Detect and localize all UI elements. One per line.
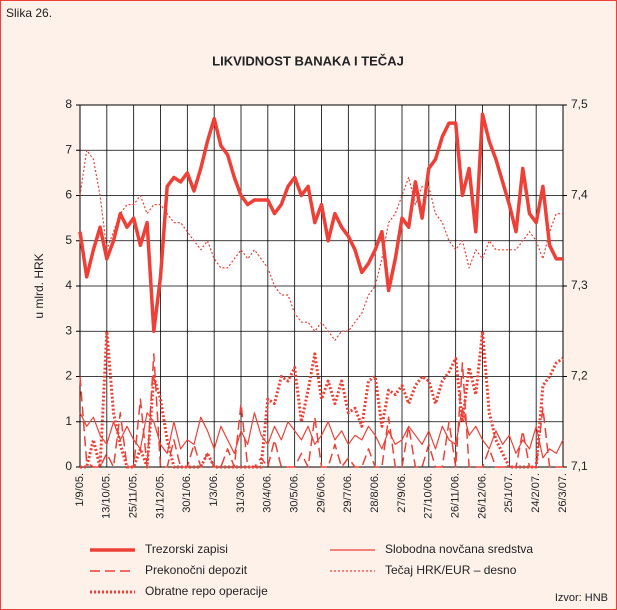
- x-tick-label: 27/9/06.: [396, 473, 408, 513]
- legend-label: Slobodna novčana sredstva: [385, 542, 533, 556]
- x-tick-label: 1/3/06.: [208, 473, 220, 507]
- y-tick-label: 6: [65, 188, 72, 202]
- legend-label: Obratne repo operacije: [145, 584, 268, 598]
- x-tick-label: 27/10/06.: [423, 473, 435, 519]
- y2-tick-label: 7,4: [571, 188, 588, 202]
- series-line: [79, 407, 564, 459]
- x-tick-label: 29/6/06.: [315, 473, 327, 513]
- x-tick-label: 29/7/06.: [342, 473, 354, 513]
- legend-label: Trezorski zapisi: [145, 542, 228, 556]
- y2-tick-label: 7,2: [571, 369, 588, 383]
- y-tick-label: 0: [65, 459, 72, 473]
- x-tick-label: 30/4/06.: [262, 473, 274, 513]
- series-line: [78, 112, 563, 334]
- x-tick-label: 30/5/06.: [289, 473, 301, 513]
- legend-label: Tečaj HRK/EUR – desno: [385, 563, 517, 577]
- x-tick-label: 26/12/06.: [476, 473, 488, 519]
- y2-tick-label: 7,5: [571, 97, 588, 111]
- y-tick-label: 3: [65, 323, 72, 337]
- y-tick-label: 5: [65, 233, 72, 247]
- y2-tick-label: 7,3: [571, 278, 588, 292]
- y-tick-label: 2: [65, 369, 72, 383]
- y-tick-label: 7: [65, 142, 72, 156]
- x-tick-label: 25/11/05.: [128, 473, 140, 518]
- series-line: [79, 149, 563, 341]
- y-axis-label: u mlrd. HRK: [32, 253, 46, 318]
- y-tick-label: 4: [65, 278, 72, 292]
- x-tick-label: 31/12/05.: [154, 473, 166, 519]
- x-tick-label: 13/10/05.: [101, 473, 113, 519]
- figure-label: Slika 26.: [6, 6, 52, 20]
- x-tick-label: 26/11/06.: [450, 473, 462, 518]
- y2-tick-label: 7,1: [571, 459, 588, 473]
- series-line: [79, 353, 563, 468]
- x-tick-label: 26/3/07.: [557, 473, 569, 513]
- chart-title: LIKVIDNOST BANAKA I TEČAJ: [212, 53, 404, 68]
- x-tick-label: 25/1/07.: [503, 473, 515, 513]
- x-tick-label: 28/8/06.: [369, 473, 381, 513]
- source: Izvor: HNB: [555, 592, 608, 604]
- y-tick-label: 1: [65, 414, 72, 428]
- x-tick-label: 1/9/05.: [74, 473, 86, 507]
- y-tick-label: 8: [65, 97, 72, 111]
- legend-label: Prekonočni depozit: [145, 563, 248, 577]
- x-tick-label: 31/3/06.: [235, 473, 247, 513]
- x-tick-label: 30/1/06.: [181, 473, 193, 513]
- x-tick-label: 24/2/07.: [530, 473, 542, 513]
